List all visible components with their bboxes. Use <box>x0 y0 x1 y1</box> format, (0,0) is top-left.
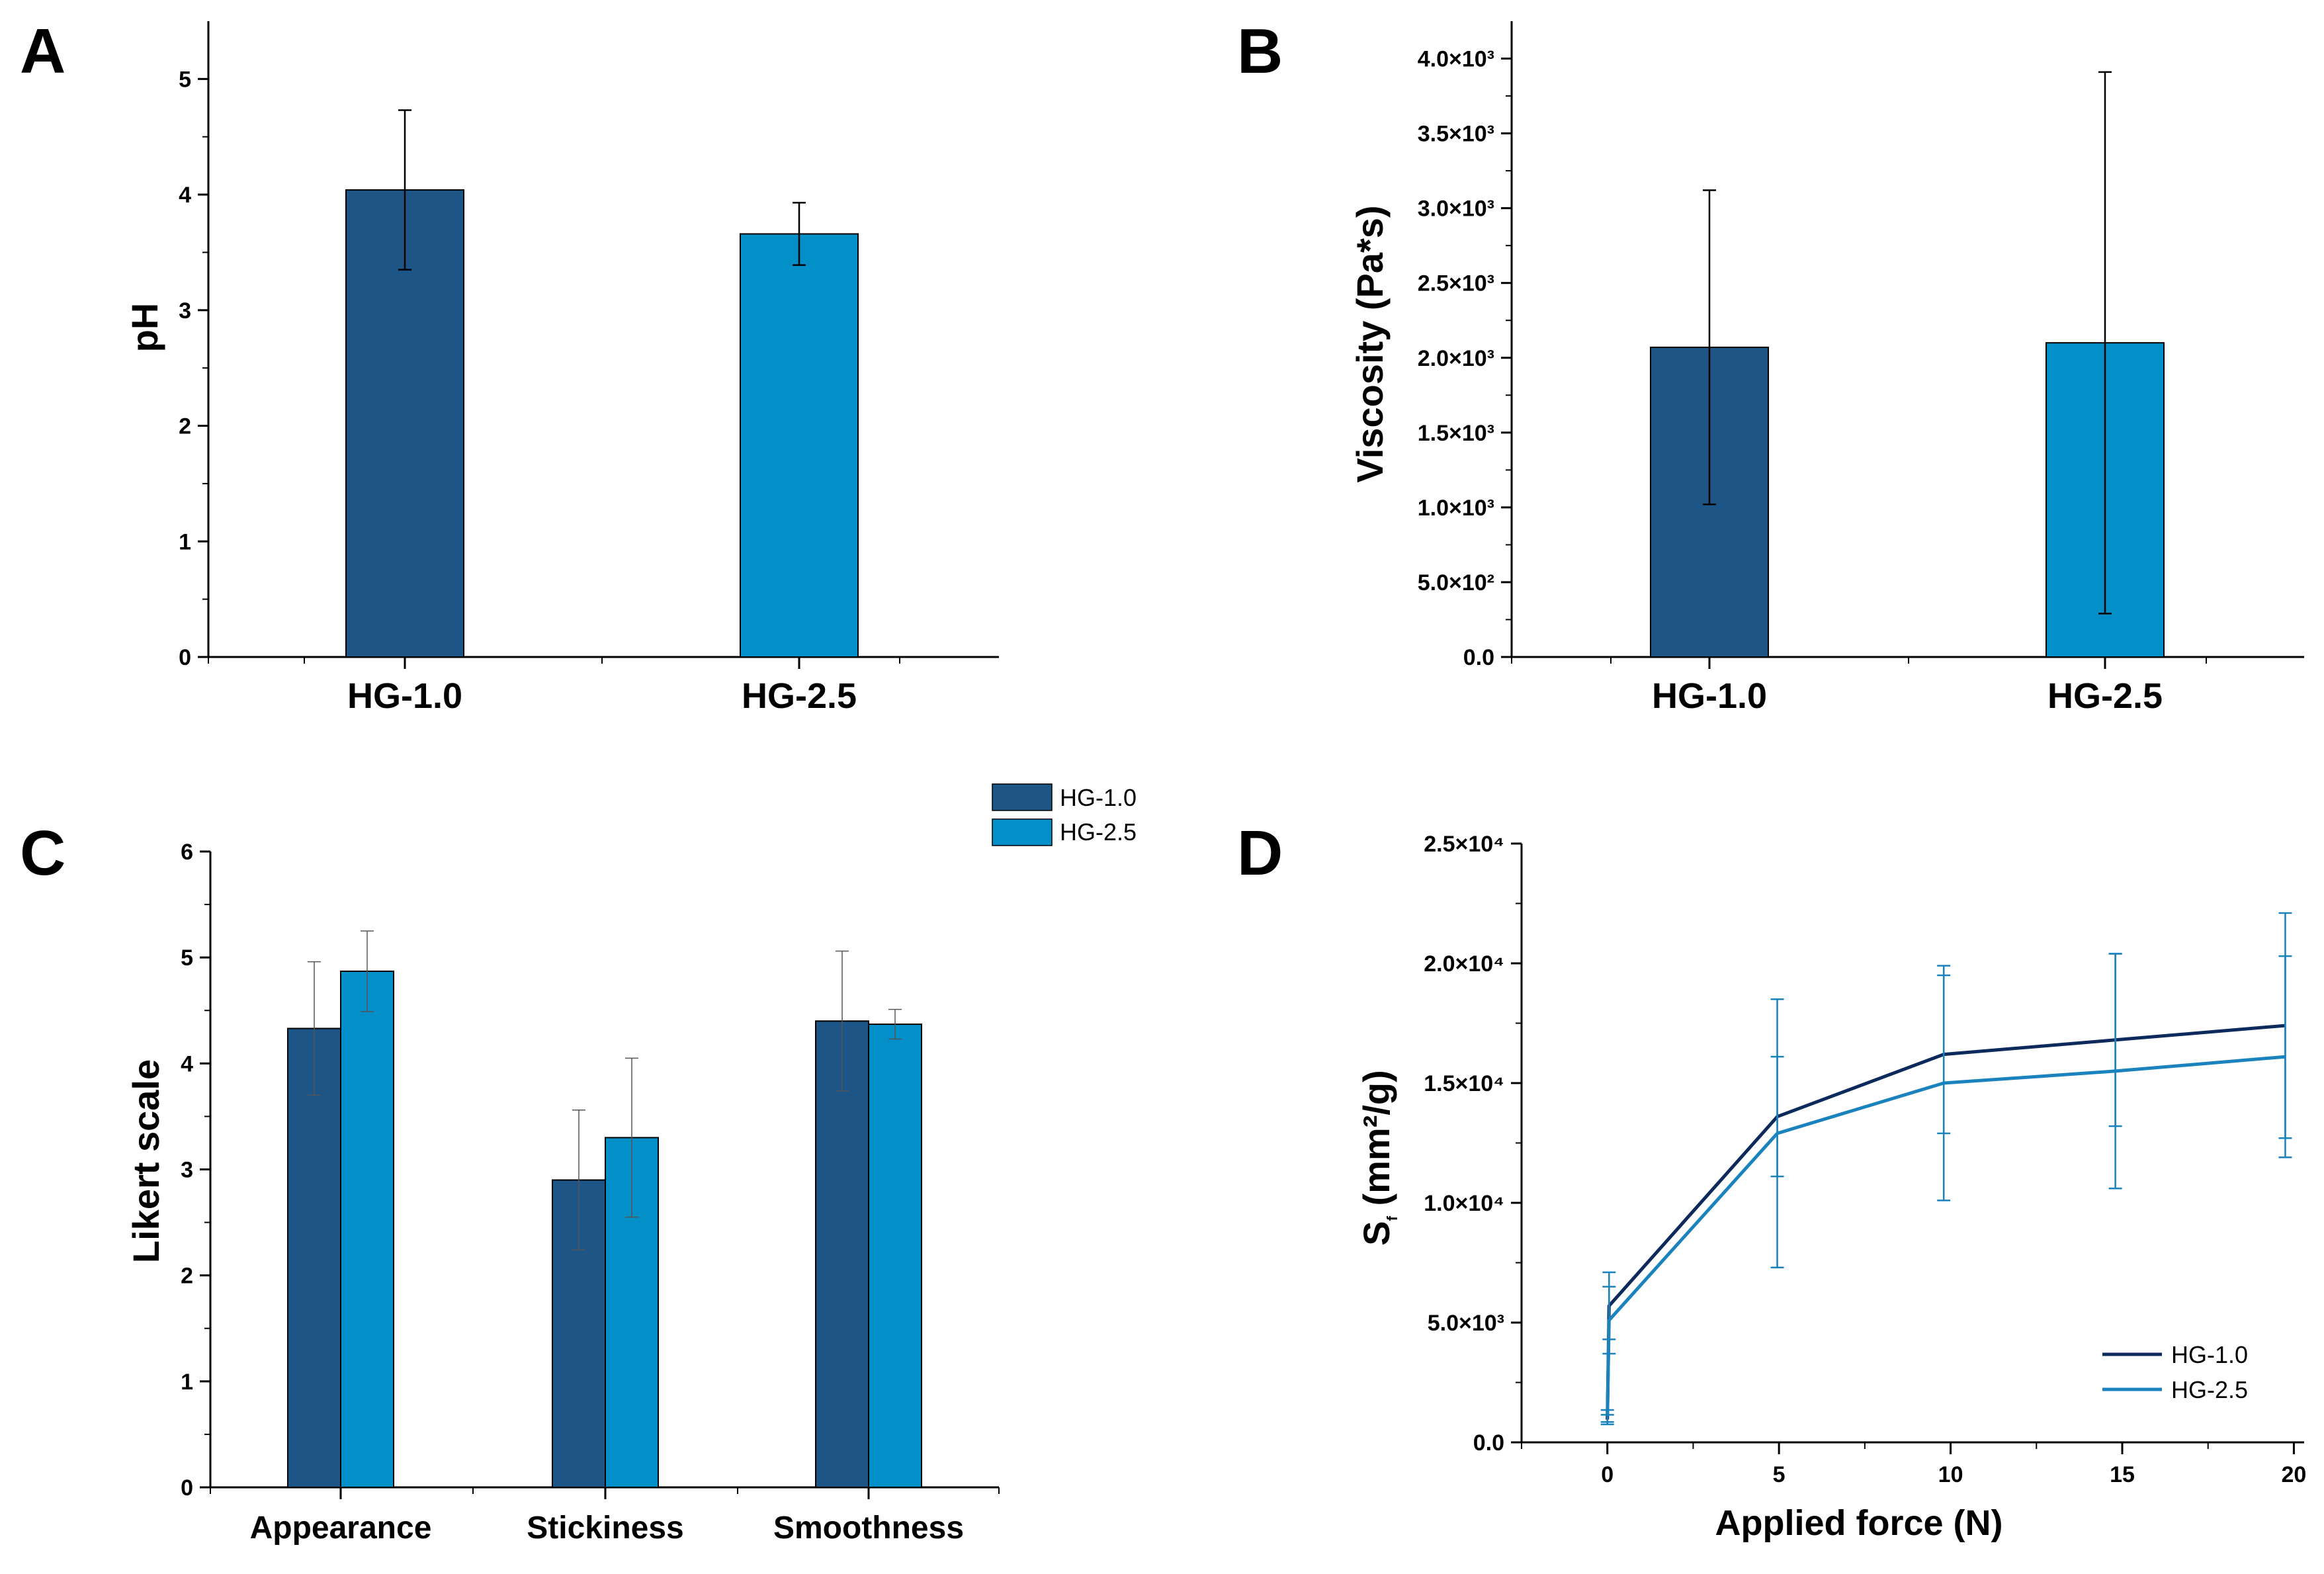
panel-c-x-tick-label-appearance: Appearance <box>250 1510 432 1546</box>
panel-a-letter: A <box>20 16 65 87</box>
panel-c-y-tick-label: 4 <box>181 1051 193 1076</box>
panel-c-plot: 0 1 2 3 4 5 6 Appearance Stickiness Smoothness <box>181 840 1000 1546</box>
panel-d-y-tick-label: 1.0×10⁴ <box>1424 1191 1504 1216</box>
bar-hg-2-5 <box>740 233 859 658</box>
bar-hg-1-0-smoothness <box>815 1020 869 1489</box>
panel-d-y-tick-label: 5.0×10³ <box>1428 1311 1504 1336</box>
panel-d-legend: HG-1.0 HG-2.5 <box>2102 1341 2248 1403</box>
panel-c-y-tick-label: 0 <box>181 1475 193 1501</box>
panel-d-x-tick-label: 0 <box>1601 1462 1614 1487</box>
panel-d: D 0.0 5.0×10³ 1.0×10⁴ 1.5×10⁴ 2.0×10⁴ 2.5×10⁴… <box>1237 818 2306 1543</box>
panel-b-y-tick-label: 1.5×10³ <box>1418 421 1494 446</box>
panel-b-y-tick-label: 1.0×10³ <box>1418 496 1494 521</box>
panel-a-y-tick-label: 5 <box>179 67 191 92</box>
panel-c-y-title: Likert scale <box>125 1059 167 1263</box>
panel-b-plot: 0.0 5.0×10² 1.0×10³ 1.5×10³ 2.0×10³ 2.5×10³ 3.… <box>1418 21 2304 716</box>
panel-b-y-tick-label: 3.0×10³ <box>1418 197 1494 222</box>
panel-c-x-tick-label-smoothness: Smoothness <box>773 1510 964 1546</box>
panel-c-legend: HG-1.0 HG-2.5 <box>992 783 1137 846</box>
panel-a-y-tick-label: 1 <box>179 529 191 554</box>
panel-d-x-tick-label: 10 <box>1938 1462 1963 1487</box>
panel-b-y-tick-label: 4.0×10³ <box>1418 47 1494 72</box>
panel-d-letter: D <box>1237 818 1283 889</box>
panel-d-x-title: Applied force (N) <box>1715 1503 2002 1543</box>
panel-a-x-tick-label-hg-1-0: HG-1.0 <box>347 676 462 716</box>
panel-d-plot: 0.0 5.0×10³ 1.0×10⁴ 1.5×10⁴ 2.0×10⁴ 2.5×10⁴ 0 5… <box>1424 832 2306 1487</box>
panel-a-plot: 0 1 2 3 4 5 HG-1.0 HG-2.5 <box>179 21 999 716</box>
panel-d-y-title: Sf (mm²/g) <box>1356 1070 1400 1246</box>
panel-c-y-tick-label: 3 <box>181 1158 193 1183</box>
panel-a-y-title: pH <box>124 303 165 353</box>
panel-b: B 0.0 5.0×10² 1.0×10³ 1.5×10³ 2.0×10³ 2.5×10³… <box>1237 16 2304 716</box>
bar-hg-1-0-appearance <box>287 1027 341 1489</box>
panel-a: A 0 1 2 3 4 5 HG-1.0 HG-2.5 pH <box>20 16 999 716</box>
panel-a-y-tick-label: 2 <box>179 414 191 439</box>
panel-c-y-tick-label: 6 <box>181 840 193 865</box>
panel-c-letter: C <box>20 818 65 889</box>
legend-label-d-hg-1-0: HG-1.0 <box>2171 1341 2248 1368</box>
panel-c-y-tick-label: 2 <box>181 1264 193 1289</box>
legend-swatch-hg-1-0 <box>992 783 1053 811</box>
bar-hg-2-5-appearance <box>340 970 394 1488</box>
legend-label-d-hg-2-5: HG-2.5 <box>2171 1376 2248 1403</box>
panel-d-y-tick-label: 1.5×10⁴ <box>1424 1071 1504 1096</box>
panel-d-x-tick-label: 5 <box>1773 1462 1786 1487</box>
legend-label-hg-1-0: HG-1.0 <box>1060 784 1137 811</box>
legend-label-hg-2-5: HG-2.5 <box>1060 818 1137 846</box>
panel-b-x-tick-label-hg-2-5: HG-2.5 <box>2047 676 2163 716</box>
panel-b-x-tick-label-hg-1-0: HG-1.0 <box>1652 676 1767 716</box>
panel-c-x-tick-label-stickiness: Stickiness <box>527 1510 683 1546</box>
panel-b-y-tick-label: 2.0×10³ <box>1418 346 1494 371</box>
panel-a-y-tick-label: 4 <box>179 183 191 208</box>
panel-b-y-tick-label: 0.0 <box>1463 645 1494 670</box>
panel-b-y-title: Viscosity (Pa*s) <box>1349 205 1391 482</box>
panel-b-y-tick-label: 5.0×10² <box>1418 570 1494 595</box>
panel-b-y-tick-label: 3.5×10³ <box>1418 122 1494 147</box>
panel-a-y-tick-label: 0 <box>179 645 191 670</box>
panel-d-x-tick-label: 15 <box>2110 1462 2135 1487</box>
panel-c-y-tick-label: 1 <box>181 1370 193 1395</box>
panel-d-y-tick-label: 2.5×10⁴ <box>1424 832 1504 857</box>
panel-a-y-tick-label: 3 <box>179 298 191 324</box>
panel-d-y-tick-label: 2.0×10⁴ <box>1424 951 1504 977</box>
panel-c-y-tick-label: 5 <box>181 945 193 971</box>
panel-b-y-tick-label: 2.5×10³ <box>1418 271 1494 296</box>
legend-swatch-hg-2-5 <box>992 818 1053 846</box>
panel-a-x-tick-label-hg-2-5: HG-2.5 <box>742 676 857 716</box>
panel-d-y-tick-label: 0.0 <box>1473 1430 1504 1456</box>
panel-d-x-tick-label: 20 <box>2282 1462 2307 1487</box>
bar-hg-2-5-smoothness <box>868 1024 922 1488</box>
panel-b-letter: B <box>1237 16 1283 87</box>
